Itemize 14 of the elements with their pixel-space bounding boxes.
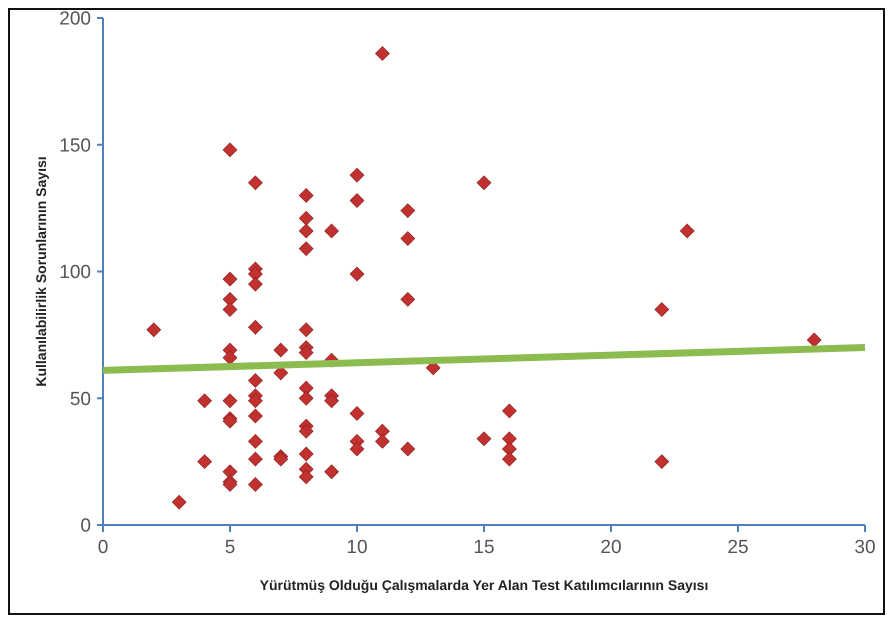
x-axis-title: Yürütmüş Olduğu Çalışmalarda Yer Alan Test Katılımcılarının Sayısı <box>260 577 708 593</box>
x-tick-label: 25 <box>727 537 749 558</box>
y-axis-title: Kullanılabilirlik Sorunlarının Sayısı <box>33 156 49 387</box>
x-tick-label: 15 <box>473 537 495 558</box>
x-tick-label: 20 <box>600 537 622 558</box>
x-tick-label: 0 <box>98 537 108 558</box>
y-tick-label: 150 <box>59 135 91 156</box>
y-tick-label: 200 <box>59 8 91 30</box>
x-tick-label: 10 <box>346 537 368 558</box>
y-tick-label: 0 <box>80 516 91 537</box>
y-tick-label: 50 <box>70 388 91 410</box>
x-tick-label: 5 <box>224 537 236 558</box>
y-tick-label: 100 <box>59 262 91 284</box>
x-tick-label: 30 <box>854 537 876 558</box>
